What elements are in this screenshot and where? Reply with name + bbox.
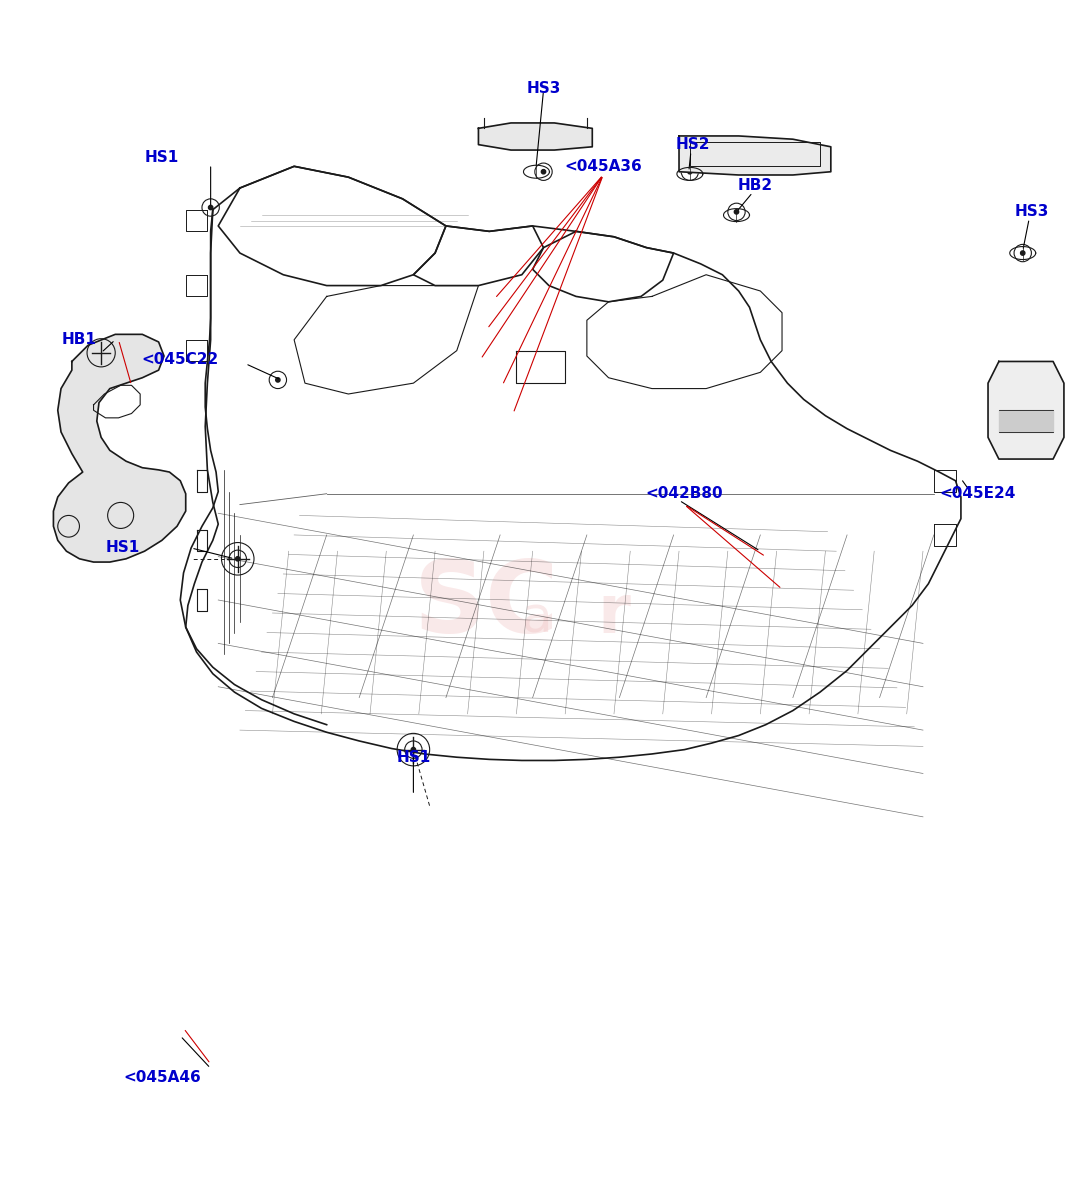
Text: r: r [598, 581, 630, 647]
Text: HB1: HB1 [62, 332, 97, 347]
Text: HS3: HS3 [1014, 204, 1049, 220]
Text: a: a [522, 594, 552, 642]
Circle shape [1021, 251, 1025, 256]
Circle shape [209, 205, 213, 210]
Circle shape [411, 748, 415, 751]
Text: HS1: HS1 [105, 540, 140, 556]
Polygon shape [53, 335, 186, 562]
Text: HB2: HB2 [737, 179, 773, 193]
Polygon shape [679, 136, 830, 175]
Text: HS1: HS1 [397, 750, 430, 764]
Circle shape [735, 210, 739, 214]
Text: SC: SC [413, 557, 559, 654]
Bar [999, 410, 1053, 432]
Polygon shape [478, 122, 592, 150]
Text: <045A36: <045A36 [564, 158, 642, 174]
Polygon shape [988, 361, 1064, 460]
Circle shape [236, 557, 240, 560]
Circle shape [541, 169, 546, 174]
Text: <042B80: <042B80 [646, 486, 723, 502]
Text: <045A46: <045A46 [123, 1069, 201, 1085]
Text: HS2: HS2 [676, 137, 711, 152]
Text: HS1: HS1 [145, 150, 179, 166]
Text: HS3: HS3 [526, 80, 561, 96]
Circle shape [688, 169, 692, 174]
Text: <045E24: <045E24 [939, 486, 1015, 502]
Text: <045C22: <045C22 [141, 352, 218, 367]
Circle shape [276, 378, 280, 382]
